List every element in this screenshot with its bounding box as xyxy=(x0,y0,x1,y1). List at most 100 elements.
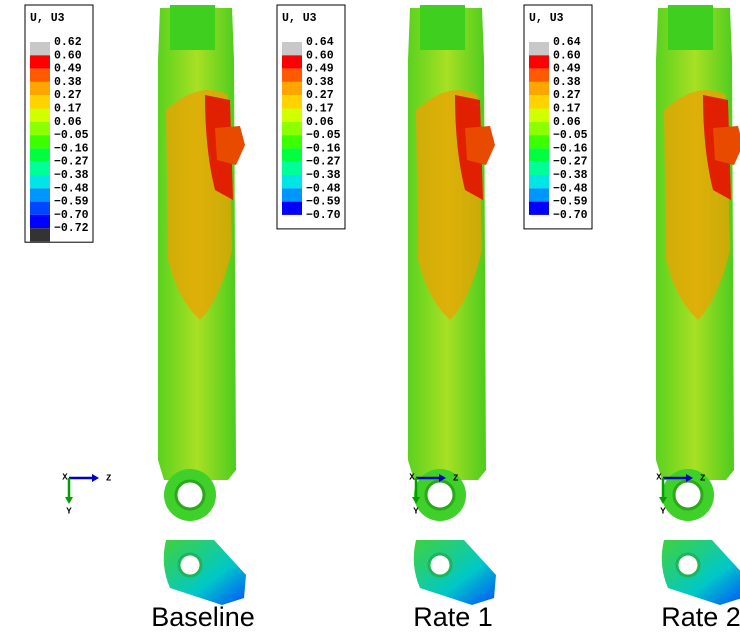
y-arrow xyxy=(659,497,667,504)
legend-label: 0.60 xyxy=(54,49,82,62)
legend-label: −0.48 xyxy=(306,182,341,195)
legend-label: 0.38 xyxy=(306,76,334,89)
legend-label: 0.38 xyxy=(553,76,581,89)
lower-hole xyxy=(177,552,203,578)
legend-label: −0.72 xyxy=(54,222,89,235)
legend-label: 0.49 xyxy=(54,63,82,76)
legend-swatch xyxy=(529,148,549,162)
legend-swatch xyxy=(30,81,50,96)
axis-label-z: Z xyxy=(453,473,458,483)
legend-swatch xyxy=(282,135,302,149)
caption: Baseline xyxy=(151,602,255,632)
legend-swatch xyxy=(30,55,50,69)
legend-label: 0.49 xyxy=(553,63,581,76)
caption: Rate 1 xyxy=(413,602,493,632)
legend-swatch xyxy=(30,108,50,122)
top-cap xyxy=(420,5,465,50)
legend-title: U, U3 xyxy=(529,12,564,25)
legend-swatch xyxy=(282,188,302,202)
axis-label-x: X xyxy=(62,472,68,482)
legend-swatch xyxy=(282,108,302,122)
part-model xyxy=(408,5,496,605)
legend-swatch xyxy=(529,121,549,136)
legend-label: 0.06 xyxy=(306,116,334,129)
legend-label: 0.38 xyxy=(54,76,82,89)
legend-swatch xyxy=(30,121,50,136)
legend-label: −0.59 xyxy=(306,196,341,209)
legend-label: 0.17 xyxy=(553,103,581,116)
legend-label: −0.48 xyxy=(553,182,588,195)
z-arrow xyxy=(439,474,446,482)
legend-swatch xyxy=(529,42,549,56)
legend-swatch xyxy=(529,175,549,189)
panel: U, U30.640.600.490.380.270.170.06−0.05−0… xyxy=(276,4,496,632)
axis-label-x: X xyxy=(656,472,662,482)
legend-label: −0.27 xyxy=(54,156,89,169)
upper-hole xyxy=(174,479,206,511)
legend-swatch xyxy=(30,188,50,202)
legend-label: −0.27 xyxy=(553,156,588,169)
legend-swatch xyxy=(30,42,50,56)
legend-swatch xyxy=(282,201,302,215)
legend-label: 0.17 xyxy=(54,103,82,116)
z-arrow xyxy=(686,474,693,482)
legend-label: 0.64 xyxy=(553,36,581,49)
legend-swatch xyxy=(529,55,549,69)
legend-swatch xyxy=(529,95,549,109)
axis-label-z: Z xyxy=(700,473,705,483)
legend-swatch xyxy=(282,55,302,69)
foot xyxy=(163,540,246,605)
part-model xyxy=(158,5,246,605)
bracket xyxy=(215,126,245,165)
legend-label: 0.27 xyxy=(553,89,581,102)
legend-swatch xyxy=(529,81,549,96)
legend-label: −0.16 xyxy=(54,142,89,155)
axis-label-y: Y xyxy=(66,506,72,516)
legend-swatch xyxy=(30,148,50,162)
legend-label: −0.59 xyxy=(553,196,588,209)
upper-hole xyxy=(424,479,456,511)
legend-label: −0.70 xyxy=(553,209,588,222)
legend-label: 0.06 xyxy=(54,116,82,129)
legend-label: −0.70 xyxy=(54,209,89,222)
axis-label-x: X xyxy=(409,472,415,482)
axis-label-y: Y xyxy=(413,506,419,516)
legend-title: U, U3 xyxy=(30,12,65,25)
foot xyxy=(661,540,740,605)
legend-swatch xyxy=(282,95,302,109)
legend-label: 0.64 xyxy=(306,36,334,49)
legend-swatch xyxy=(282,68,302,82)
legend-label: −0.05 xyxy=(306,129,341,142)
legend-label: −0.05 xyxy=(54,129,89,142)
legend-label: −0.38 xyxy=(306,169,341,182)
legend-swatch xyxy=(529,108,549,122)
legend-label: 0.06 xyxy=(553,116,581,129)
legend-label: −0.38 xyxy=(54,169,89,182)
legend-swatch xyxy=(30,161,50,175)
legend-swatch xyxy=(282,121,302,136)
legend-label: −0.70 xyxy=(306,209,341,222)
legend-swatch xyxy=(30,68,50,82)
legend-swatch xyxy=(30,201,50,215)
foot xyxy=(413,540,496,605)
lower-hole xyxy=(427,552,453,578)
legend-label: 0.17 xyxy=(306,103,334,116)
legend-swatch xyxy=(30,228,50,242)
panel: U, U30.620.600.490.380.270.170.06−0.05−0… xyxy=(24,4,255,632)
legend-swatch xyxy=(30,175,50,189)
legend-swatch xyxy=(30,214,50,229)
legend-swatch xyxy=(529,68,549,82)
legend-swatch xyxy=(529,201,549,215)
legend-label: 0.60 xyxy=(553,49,581,62)
legend-label: −0.59 xyxy=(54,196,89,209)
part-model xyxy=(656,5,740,605)
y-arrow xyxy=(65,497,73,504)
legend-label: 0.27 xyxy=(54,89,82,102)
legend-swatch xyxy=(529,188,549,202)
legend-swatch xyxy=(529,161,549,175)
y-arrow xyxy=(412,497,420,504)
legend-label: 0.27 xyxy=(306,89,334,102)
legend-swatch xyxy=(282,81,302,96)
legend-label: −0.27 xyxy=(306,156,341,169)
